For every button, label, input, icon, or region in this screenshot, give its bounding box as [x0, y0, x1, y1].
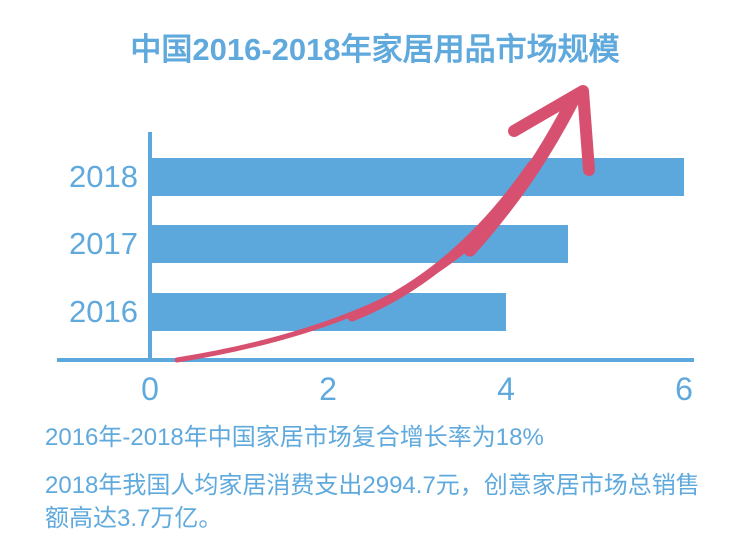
caption-consumption: 2018年我国人均家居消费支出2994.7元，创意家居市场总销售额高达3.7万亿… [45, 472, 700, 532]
y-axis-label-2017: 2017 [69, 226, 138, 261]
caption-growth-rate: 2016年-2018年中国家居市场复合增长率为18% [45, 424, 544, 451]
x-tick-label-6: 6 [675, 371, 693, 407]
chart-title: 中国2016-2018年家居用品市场规模 [130, 32, 620, 67]
y-axis-label-2018: 2018 [69, 159, 138, 194]
x-tick-label-0: 0 [141, 371, 159, 407]
bar-2016 [150, 293, 506, 331]
bar-2018 [150, 158, 684, 196]
y-axis-label-2016: 2016 [69, 294, 138, 329]
bar-2017 [150, 225, 568, 263]
x-tick-label-2: 2 [319, 371, 337, 407]
x-tick-label-4: 4 [497, 371, 515, 407]
x-axis-line [57, 358, 694, 362]
